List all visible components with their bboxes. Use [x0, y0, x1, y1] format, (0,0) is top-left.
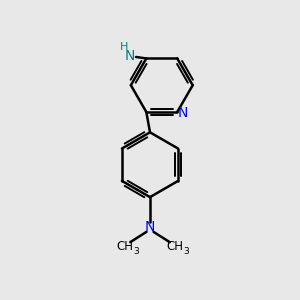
Text: CH: CH	[116, 240, 134, 253]
Text: N: N	[125, 49, 135, 62]
Text: 3: 3	[183, 248, 189, 256]
Text: 3: 3	[133, 248, 139, 256]
Text: N: N	[177, 106, 188, 121]
Text: CH: CH	[167, 240, 184, 253]
Text: N: N	[145, 220, 155, 234]
Text: H: H	[119, 42, 128, 52]
